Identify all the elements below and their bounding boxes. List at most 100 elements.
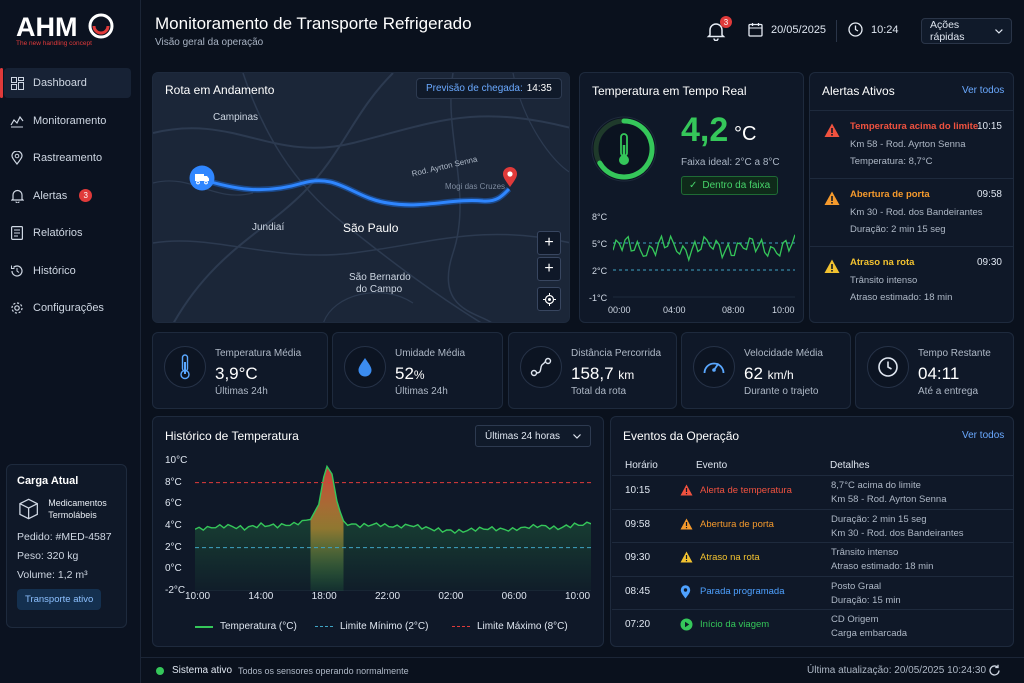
recenter-button[interactable] xyxy=(537,287,561,311)
column-header-details: Detalhes xyxy=(830,460,870,471)
kpi-card-avg-humidity: Umidade Média 52% Últimas 24h xyxy=(332,332,503,409)
page-subtitle: Visão geral da operação xyxy=(155,37,264,48)
refresh-icon[interactable] xyxy=(988,664,1001,677)
mini-y-tick: 8°C xyxy=(592,212,608,222)
table-row[interactable]: 09:30 Atraso na rota Trânsito intenso Atras… xyxy=(612,542,1014,576)
kpi-unit: km/h xyxy=(767,368,794,382)
calendar-icon xyxy=(748,23,763,37)
gear-icon xyxy=(10,301,24,315)
alert-item[interactable]: Atraso na rota 09:30 Trânsito intenso At… xyxy=(810,246,1013,314)
zoom-in-button-2[interactable]: + xyxy=(537,257,561,281)
sidebar-item-historico[interactable]: Histórico xyxy=(0,256,141,286)
dashboard-icon xyxy=(10,76,24,90)
table-row[interactable]: 09:58 Abertura de porta Duração: 2 min 15 … xyxy=(612,508,1014,543)
mini-x-tick: 00:00 xyxy=(608,305,631,315)
report-icon xyxy=(10,226,24,240)
table-row[interactable]: 07:20 Início da viagem CD Origem Carga emba… xyxy=(612,609,1014,643)
sidebar-item-monitoramento[interactable]: Monitoramento xyxy=(0,106,141,136)
current-cargo-card: Carga Atual Medicamentos Termolábeis Ped… xyxy=(6,464,127,628)
table-row[interactable]: 08:45 Parada programada Posto Graal Duração… xyxy=(612,575,1014,610)
event-time: 08:45 xyxy=(625,585,651,597)
event-name: Alerta de temperatura xyxy=(700,485,792,496)
map-label-mogi: Mogi das Cruzes xyxy=(445,182,506,191)
history-chart[interactable] xyxy=(195,461,591,591)
events-view-all-link[interactable]: Ver todos xyxy=(962,430,1005,441)
kpi-value-number: 158,7 xyxy=(571,364,614,383)
sidebar-item-label: Configurações xyxy=(33,302,104,314)
sidebar-item-rastreamento[interactable]: Rastreamento xyxy=(0,143,141,173)
alert-triangle-icon xyxy=(680,518,693,533)
event-detail-2: Km 58 - Rod. Ayrton Senna xyxy=(831,494,947,505)
notification-count-badge: 3 xyxy=(720,16,732,28)
sidebar-item-alertas[interactable]: Alertas 3 xyxy=(0,181,141,211)
system-status: Sistema ativo xyxy=(172,665,233,676)
x-tick-label: 06:00 xyxy=(501,591,527,602)
cargo-weight: Peso: 320 kg xyxy=(17,550,79,562)
map-canvas[interactable] xyxy=(153,73,570,323)
period-select-value: Últimas 24 horas xyxy=(485,430,561,442)
event-detail-1: CD Origem xyxy=(831,614,879,625)
alert-detail: Duração: 2 min 15 seg xyxy=(850,224,946,235)
mini-y-tick: 2°C xyxy=(592,266,608,276)
alert-triangle-icon xyxy=(680,551,693,566)
status-badge: ✓ Dentro da faixa xyxy=(681,176,779,195)
temperature-gauge xyxy=(591,116,657,182)
quick-actions-label: Ações rápidas xyxy=(930,19,965,43)
status-bar: Sistema ativo Todos os sensores operando… xyxy=(141,657,1024,683)
check-icon: ✓ xyxy=(689,180,698,191)
kpi-value-number: 62 xyxy=(744,364,763,383)
zoom-in-button[interactable]: + xyxy=(537,231,561,255)
destination-pin-icon[interactable] xyxy=(502,166,518,188)
kpi-card-distance: Distância Percorrida 158,7 km Total da r… xyxy=(508,332,677,409)
event-detail-2: Km 30 - Rod. dos Bandeirantes xyxy=(831,527,964,539)
sidebar-item-relatorios[interactable]: Relatórios xyxy=(0,218,141,248)
event-time: 09:30 xyxy=(625,552,651,563)
legend-label: Limite Máximo (8°C) xyxy=(477,621,568,632)
notifications-bell-icon[interactable] xyxy=(706,21,726,41)
map-label-sao-bernardo: São Bernardo xyxy=(349,272,411,283)
events-title: Eventos da Operação xyxy=(623,429,740,443)
alert-time: 09:58 xyxy=(976,189,1002,200)
temperature-series-line[interactable] xyxy=(195,464,591,535)
operation-events-panel: Eventos da Operação Ver todos Horário Ev… xyxy=(610,416,1014,647)
bell-icon xyxy=(10,189,24,203)
period-select[interactable]: Últimas 24 horas xyxy=(475,425,591,447)
kpi-value: 62 km/h xyxy=(744,364,794,384)
alerts-view-all-link[interactable]: Ver todos xyxy=(962,85,1005,96)
current-temperature: 4,2 xyxy=(681,111,729,149)
legend-label: Limite Mínimo (2°C) xyxy=(340,621,429,632)
route-map-panel[interactable]: Previsão de chegada: 14:35 Campinas Jund… xyxy=(152,72,570,323)
kpi-subtext: Total da rota xyxy=(571,386,627,397)
truck-marker-icon[interactable] xyxy=(189,165,215,191)
event-detail-2: Duração: 15 min xyxy=(831,594,901,606)
realtime-series-line xyxy=(613,234,795,263)
sidebar-nav: Dashboard Monitoramento Rastreamento Ale… xyxy=(0,68,141,331)
kpi-value: 3,9°C xyxy=(215,364,258,384)
sidebar-item-dashboard[interactable]: Dashboard xyxy=(0,68,131,98)
alert-item[interactable]: Abertura de porta 09:58 Km 30 - Rod. dos… xyxy=(810,178,1013,246)
sidebar-item-configuracoes[interactable]: Configurações xyxy=(0,293,141,323)
sidebar-item-label: Relatórios xyxy=(33,227,83,239)
last-updated: Última atualização: 20/05/2025 10:24:30 xyxy=(807,665,987,676)
brand-logo[interactable]: AHM The new handling concept xyxy=(16,10,126,48)
alert-count-badge: 3 xyxy=(79,189,93,202)
kpi-card-avg-speed: Velocidade Média 62 km/h Durante o traje… xyxy=(681,332,851,409)
quick-actions-dropdown[interactable]: Ações rápidas xyxy=(921,18,1012,44)
table-row[interactable]: 10:15 Alerta de temperatura 8,7°C acima do… xyxy=(612,475,1014,509)
mini-x-tick: 04:00 xyxy=(663,305,686,315)
crosshair-icon xyxy=(542,292,556,306)
droplet-icon xyxy=(344,346,386,388)
alert-triangle-icon xyxy=(824,123,840,137)
alert-time: 10:15 xyxy=(976,121,1002,132)
transport-status-button[interactable]: Transporte ativo xyxy=(17,589,102,610)
sidebar-item-label: Histórico xyxy=(33,264,76,277)
history-icon xyxy=(10,264,24,278)
y-tick-label: 8°C xyxy=(165,476,182,488)
chevron-down-icon xyxy=(573,433,581,439)
alert-detail: Temperatura: 8,7°C xyxy=(850,156,933,167)
monitor-icon xyxy=(10,114,24,128)
status-badge-label: Dentro da faixa xyxy=(702,180,771,191)
event-detail-1: Duração: 2 min 15 seg xyxy=(831,513,927,525)
alert-item[interactable]: Temperatura acima do limite 10:15 Km 58 … xyxy=(810,110,1013,178)
mini-x-tick: 10:00 xyxy=(772,305,795,315)
